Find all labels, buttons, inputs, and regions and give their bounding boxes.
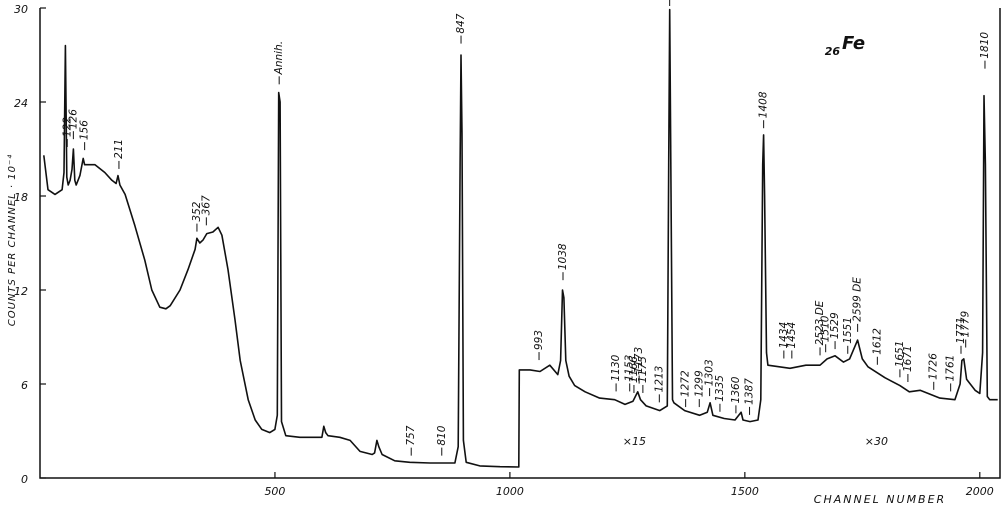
peak-label: 1130	[610, 354, 622, 381]
peak-label: 1761	[945, 355, 957, 382]
peak-label: 122	[61, 117, 73, 137]
peak-label: 1173	[633, 347, 645, 374]
peak-label: 1175	[637, 356, 649, 383]
peak-label: 993	[533, 330, 545, 350]
peak-label: 367	[200, 195, 212, 215]
y-tick-label: 12	[14, 285, 28, 298]
peak-label: 352	[191, 201, 203, 221]
x-tick-label: 1000	[496, 485, 524, 498]
x-tick-label: 2000	[966, 485, 994, 498]
y-tick-label: 0	[21, 473, 28, 486]
plot-frame	[39, 8, 1001, 479]
peak-label: 757	[405, 425, 417, 445]
chart-title: Fe	[842, 33, 865, 54]
peak-label: 1551	[842, 317, 854, 344]
peak-label: 1387	[744, 378, 756, 405]
peak-label: 1408	[758, 91, 770, 118]
peak-label: 1038	[557, 243, 569, 270]
scale-note: ×30	[865, 435, 888, 448]
peak-label: 1303	[704, 359, 716, 386]
peak-label: 1810	[979, 32, 991, 59]
peak-label: 156	[79, 120, 91, 140]
peak-label: 2599 DE	[852, 277, 864, 322]
x-tick-label: 1500	[731, 485, 759, 498]
peak-label: 1651	[894, 341, 906, 368]
peak-label: Annih.	[273, 41, 285, 75]
y-tick-label: 6	[21, 379, 28, 392]
peak-label: 1726	[928, 353, 940, 380]
y-tick-label: 24	[14, 97, 28, 110]
y-tick-label: 18	[14, 191, 28, 204]
peak-label: 810	[436, 425, 448, 445]
peak-label: 1529	[829, 312, 841, 339]
peak-label: 1213	[653, 366, 665, 393]
peak-label: 1510	[820, 315, 832, 342]
x-axis-label: CHANNEL NUMBER	[814, 493, 946, 506]
spectrum-line	[43, 8, 998, 468]
peak-label: 1153	[624, 355, 636, 382]
scale-note: ×15	[623, 435, 646, 448]
peak-label: 2523 DE	[814, 300, 826, 345]
peak-label: 1771	[955, 317, 967, 344]
peak-label: 1360	[730, 376, 742, 403]
y-axis-label: COUNTS PER CHANNEL · 10⁻⁴	[6, 154, 18, 327]
peak-label: 1454	[786, 322, 798, 349]
peak-label: 1166	[628, 356, 640, 383]
title-prefix: 26	[825, 45, 841, 58]
peak-label: 211	[113, 139, 125, 159]
x-tick-label: 500	[264, 485, 285, 498]
y-tick-label: 30	[14, 3, 28, 16]
peak-label: 1779	[960, 310, 972, 337]
peak-label: 1335	[714, 375, 726, 402]
peak-label: 1671	[902, 345, 914, 372]
peak-label: 1612	[871, 328, 883, 355]
peak-label: 1434	[778, 322, 790, 349]
peak-label: 847	[455, 13, 467, 33]
peak-label: 1272	[680, 370, 692, 397]
peak-label: 126	[67, 109, 79, 129]
peak-label: 1299	[693, 370, 705, 397]
